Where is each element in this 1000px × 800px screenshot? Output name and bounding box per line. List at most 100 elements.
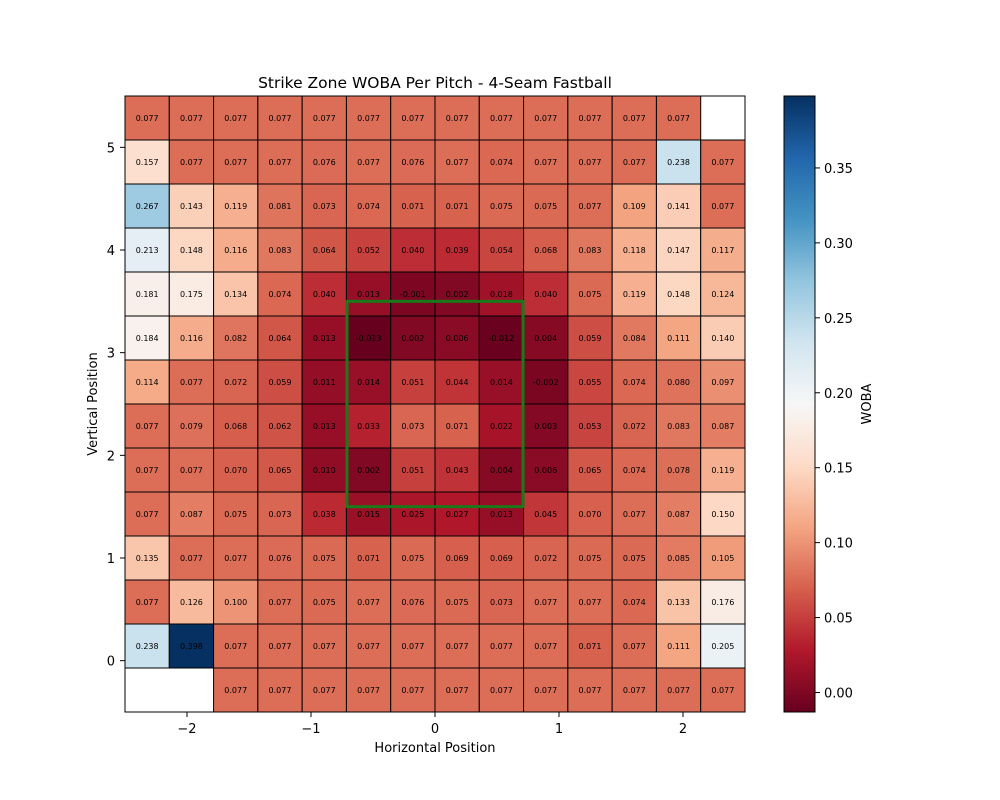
heatmap-cell: [345, 623, 392, 669]
cell-value-label: 0.205: [711, 642, 734, 651]
cell-value-label: 0.071: [579, 642, 602, 651]
colorbar-tick-label: 0.25: [824, 312, 853, 327]
heatmap-cell: [434, 227, 480, 273]
cell-value-label: 0.073: [490, 598, 513, 607]
cell-value-label: 0.077: [446, 158, 469, 167]
cell-value-label: 0.133: [667, 598, 690, 607]
cell-value-label: 0.077: [667, 114, 690, 123]
cell-value-label: 0.004: [490, 466, 513, 475]
heatmap-cell: [168, 227, 215, 273]
cell-value-label: 0.077: [401, 642, 424, 651]
cell-value-label: 0.111: [667, 334, 690, 343]
heatmap-cell: [168, 359, 215, 405]
cell-value-label: 0.097: [711, 378, 734, 387]
cell-value-label: 0.074: [269, 290, 292, 299]
cell-value-label: 0.075: [623, 554, 646, 563]
heatmap-cell: [523, 95, 569, 141]
cell-value-label: 0.075: [446, 598, 469, 607]
y-tick-label: 1: [107, 552, 115, 567]
heatmap-cell: [611, 359, 657, 405]
heatmap-cell: [124, 315, 170, 361]
cell-value-label: 0.077: [711, 202, 734, 211]
cell-value-label: 0.076: [269, 554, 292, 563]
cell-value-label: 0.077: [313, 686, 336, 695]
y-axis-ticks: 0 1 2 3 4 5: [107, 141, 125, 670]
cell-value-label: 0.077: [136, 114, 159, 123]
cell-value-label: 0.175: [180, 290, 203, 299]
heatmap-cell: [434, 315, 480, 361]
cell-value-label: 0.077: [136, 598, 159, 607]
cell-value-label: 0.148: [180, 246, 203, 255]
cell-value-label: 0.109: [623, 202, 646, 211]
heatmap-cell: [478, 139, 525, 185]
cell-value-label: 0.100: [224, 598, 247, 607]
cell-value-label: 0.077: [623, 510, 646, 519]
heatmap-cell: [301, 359, 347, 405]
cell-value-label: 0.040: [313, 290, 336, 299]
cell-value-label: -0.012: [489, 334, 515, 343]
heatmap-cell: [478, 535, 525, 581]
cell-value-label: 0.077: [623, 158, 646, 167]
x-tick-label: −1: [301, 722, 320, 737]
heatmap-cell: [257, 271, 303, 317]
cell-value-label: 0.059: [269, 378, 292, 387]
heatmap-cell: [168, 447, 215, 493]
x-tick-label: 0: [431, 722, 439, 737]
cell-value-label: 0.045: [534, 510, 557, 519]
cell-value-label: 0.117: [711, 246, 734, 255]
heatmap-cell: [700, 359, 746, 405]
heatmap-cell: [213, 667, 259, 713]
cell-value-label: 0.077: [357, 598, 380, 607]
heatmap-cell: [168, 95, 215, 141]
cell-value-label: 0.124: [711, 290, 734, 299]
cell-value-label: 0.072: [623, 422, 646, 431]
cell-value-label: 0.043: [446, 466, 469, 475]
cell-value-label: 0.143: [180, 202, 203, 211]
heatmap-cell: [345, 491, 392, 537]
heatmap-cell: [124, 491, 170, 537]
cell-value-label: 0.077: [224, 554, 247, 563]
y-tick-label: 0: [107, 655, 115, 670]
cell-value-label: 0.119: [224, 202, 247, 211]
cell-value-label: 0.077: [313, 114, 336, 123]
cell-value-label: 0.075: [313, 598, 336, 607]
cell-value-label: 0.077: [224, 686, 247, 695]
heatmap-cell: [213, 403, 259, 449]
cell-value-label: 0.116: [224, 246, 247, 255]
heatmap-cell: [478, 227, 525, 273]
cell-value-label: 0.147: [667, 246, 690, 255]
cell-value-label: 0.114: [136, 378, 159, 387]
cell-value-label: 0.157: [136, 158, 159, 167]
cell-value-label: 0.077: [180, 466, 203, 475]
cell-value-label: 0.077: [180, 554, 203, 563]
cell-value-label: 0.083: [667, 422, 690, 431]
colorbar-ticks: 0.00 0.05 0.10 0.15 0.20 0.25 0.30 0.35: [815, 162, 853, 702]
cell-value-label: 0.074: [623, 378, 646, 387]
cell-value-label: 0.064: [313, 246, 336, 255]
cell-value-label: 0.074: [490, 158, 513, 167]
cell-value-label: 0.184: [136, 334, 159, 343]
heatmap-cell: [434, 403, 480, 449]
cell-value-label: 0.073: [313, 202, 336, 211]
x-tick-label: −2: [177, 722, 196, 737]
heatmap-cell: [655, 447, 702, 493]
cell-value-label: 0.072: [534, 554, 557, 563]
heatmap-cell: [390, 227, 436, 273]
cell-value-label: 0.079: [180, 422, 203, 431]
heatmap-cell: [345, 403, 392, 449]
heatmap-cell: [213, 535, 259, 581]
y-tick-label: 5: [107, 141, 115, 156]
heatmap-cell: [478, 579, 525, 625]
cell-value-label: 0.082: [224, 334, 247, 343]
cell-value-label: 0.073: [269, 510, 292, 519]
colorbar-gradient: [783, 95, 816, 713]
cell-value-label: 0.080: [667, 378, 690, 387]
heatmap-cell: [655, 227, 702, 273]
cell-value-label: 0.053: [579, 422, 602, 431]
cell-value-label: 0.065: [579, 466, 602, 475]
heatmap-cell: [213, 579, 259, 625]
cell-value-label: 0.118: [623, 246, 646, 255]
heatmap-cell: [345, 359, 392, 405]
cell-value-label: 0.077: [711, 158, 734, 167]
heatmap-cell: [434, 139, 480, 185]
